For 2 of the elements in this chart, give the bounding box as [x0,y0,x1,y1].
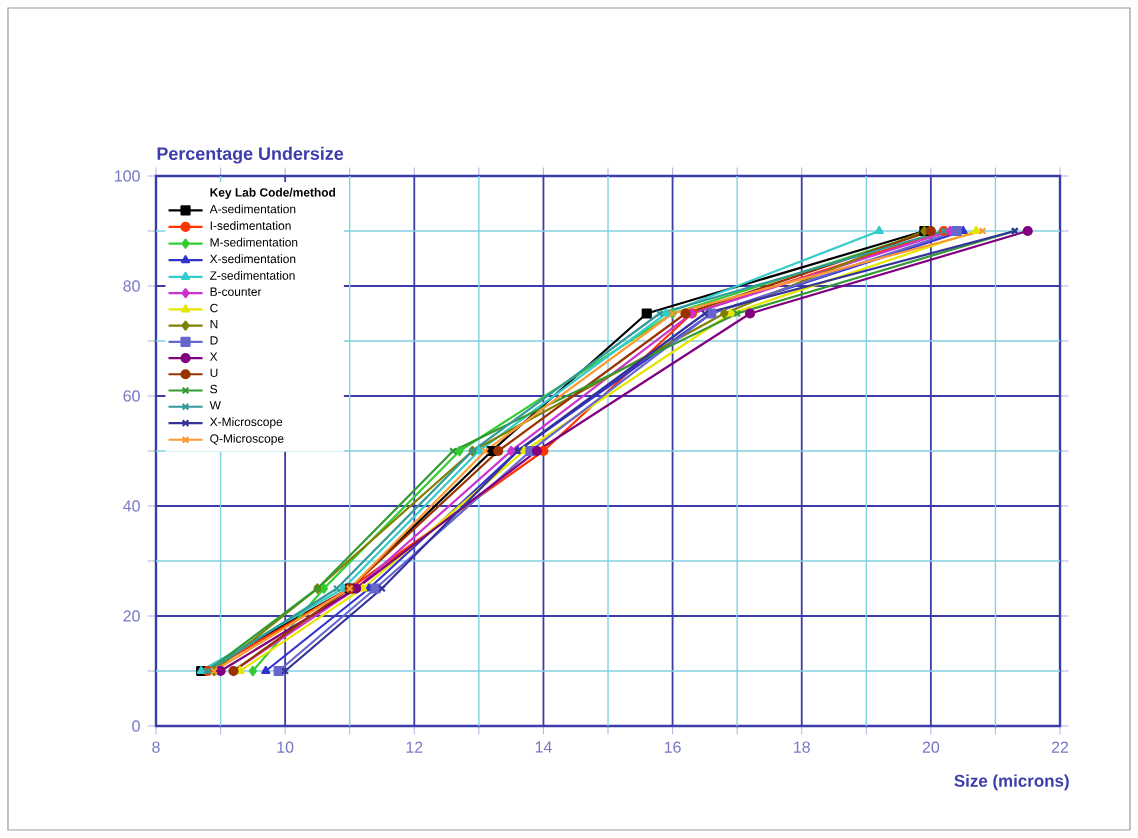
chart-title: Percentage Undersize [157,146,344,164]
x-axis-title: Size (microns) [954,774,1069,791]
